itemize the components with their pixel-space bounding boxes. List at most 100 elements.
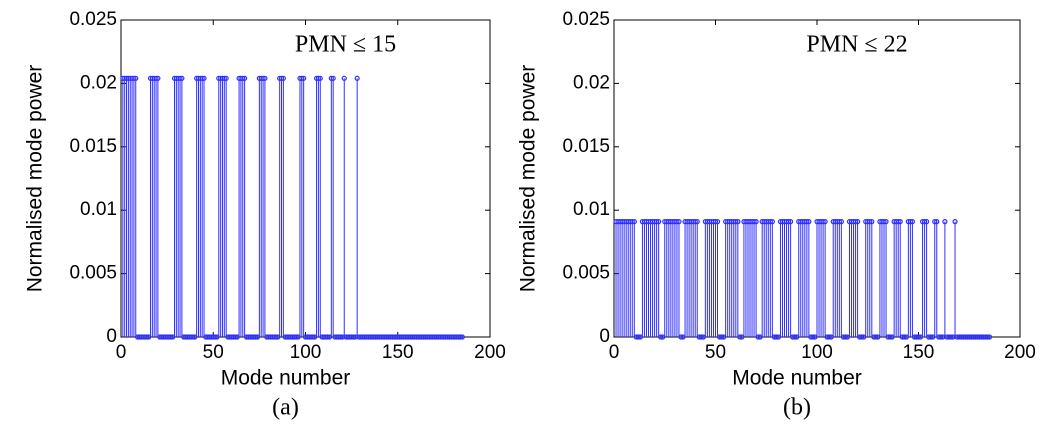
stem-marker — [354, 75, 360, 81]
chart: 0 0.005 0.01 0.015 0.02 0.025 0 50 100 150 200 PMN … — [517, 9, 1036, 421]
stem — [924, 219, 930, 337]
stem — [212, 334, 218, 340]
stem-marker — [938, 334, 944, 340]
chart: 0 0.005 0.01 0.015 0.02 0.025 0 50 100 150 200 PMN … — [24, 9, 506, 421]
stem-marker — [735, 219, 741, 225]
stem — [280, 75, 286, 337]
stem-marker — [984, 334, 991, 340]
stem — [232, 334, 238, 340]
y-tick-label: 0.025 — [562, 9, 610, 30]
stem — [330, 75, 336, 337]
stem-marker — [190, 334, 196, 340]
stem-marker — [934, 219, 940, 225]
stem-marker — [753, 219, 759, 225]
stem-marker — [242, 75, 248, 81]
stem — [934, 219, 940, 337]
stem — [190, 334, 196, 340]
stem-marker — [168, 334, 174, 340]
stem — [883, 219, 889, 337]
x-tick-label: 150 — [903, 342, 935, 363]
stem-marker — [718, 334, 725, 340]
stem-marker — [337, 334, 344, 340]
stem-marker — [341, 75, 347, 81]
y-tick-label: 0.01 — [80, 199, 117, 220]
y-axis-label: Normalised mode power — [517, 65, 540, 293]
y-tick-label: 0.015 — [69, 136, 117, 157]
stem — [887, 334, 893, 340]
stem — [168, 334, 174, 340]
stem-marker — [330, 75, 336, 81]
x-tick-label: 100 — [801, 342, 833, 363]
stem-marker — [273, 334, 279, 340]
x-axis-label: Mode number — [732, 367, 862, 390]
stem — [676, 219, 682, 337]
y-tick-label: 0.015 — [562, 136, 610, 157]
stem-marker — [223, 75, 229, 81]
stem-marker — [459, 334, 465, 340]
stem — [223, 75, 229, 337]
stem — [457, 334, 464, 340]
stem — [915, 334, 922, 340]
stem-marker — [737, 334, 743, 340]
stem-marker — [631, 219, 637, 225]
stem — [350, 334, 357, 340]
stem — [873, 334, 879, 340]
stem-marker — [986, 334, 993, 340]
x-tick-label: 150 — [382, 342, 414, 363]
stem — [179, 75, 185, 337]
y-tick-label: 0 — [106, 326, 117, 347]
stem-marker — [773, 334, 780, 340]
stem-marker — [928, 334, 934, 340]
stem — [822, 219, 828, 337]
stem — [842, 334, 849, 340]
stem — [792, 334, 798, 340]
stem — [854, 219, 861, 337]
stem-marker — [698, 334, 704, 340]
stem-marker — [280, 75, 286, 81]
stem-marker — [854, 219, 861, 225]
y-tick-label: 0.02 — [573, 72, 610, 93]
stem-marker — [810, 334, 816, 340]
x-tick-label: 50 — [203, 342, 224, 363]
stem — [242, 75, 248, 337]
stem-marker — [232, 334, 238, 340]
stem — [773, 334, 780, 340]
x-axis-label: Mode number — [221, 367, 351, 390]
stem-marker — [883, 219, 889, 225]
stem-marker — [769, 219, 775, 225]
stem — [938, 334, 944, 340]
stem — [354, 75, 360, 337]
stem-marker — [887, 334, 893, 340]
x-tick-label: 200 — [1004, 342, 1036, 363]
stem — [201, 75, 207, 337]
stem-marker — [826, 334, 832, 340]
y-tick-label: 0.005 — [562, 263, 610, 284]
stem — [658, 334, 664, 340]
stem — [928, 334, 934, 340]
stem-marker — [179, 75, 185, 81]
plot-area — [120, 19, 491, 338]
stem — [310, 334, 316, 340]
stem-marker — [350, 334, 357, 340]
stem — [948, 334, 954, 340]
stem-marker — [714, 219, 721, 225]
stem — [897, 219, 903, 337]
stem-marker — [924, 219, 930, 225]
stem-marker — [676, 219, 682, 225]
stem-marker — [838, 219, 844, 225]
x-tick-label: 50 — [705, 342, 726, 363]
stem — [737, 334, 743, 340]
stem — [293, 334, 299, 340]
stem-marker — [262, 75, 268, 81]
caption: (a) — [272, 395, 299, 421]
stem — [909, 219, 916, 337]
stem — [317, 75, 323, 337]
stem-marker — [201, 75, 207, 81]
stem — [735, 219, 741, 337]
stem-marker — [155, 75, 161, 81]
stem-marker — [656, 219, 662, 225]
stem — [325, 334, 331, 340]
y-tick-label: 0.005 — [69, 263, 117, 284]
stem — [826, 334, 832, 340]
